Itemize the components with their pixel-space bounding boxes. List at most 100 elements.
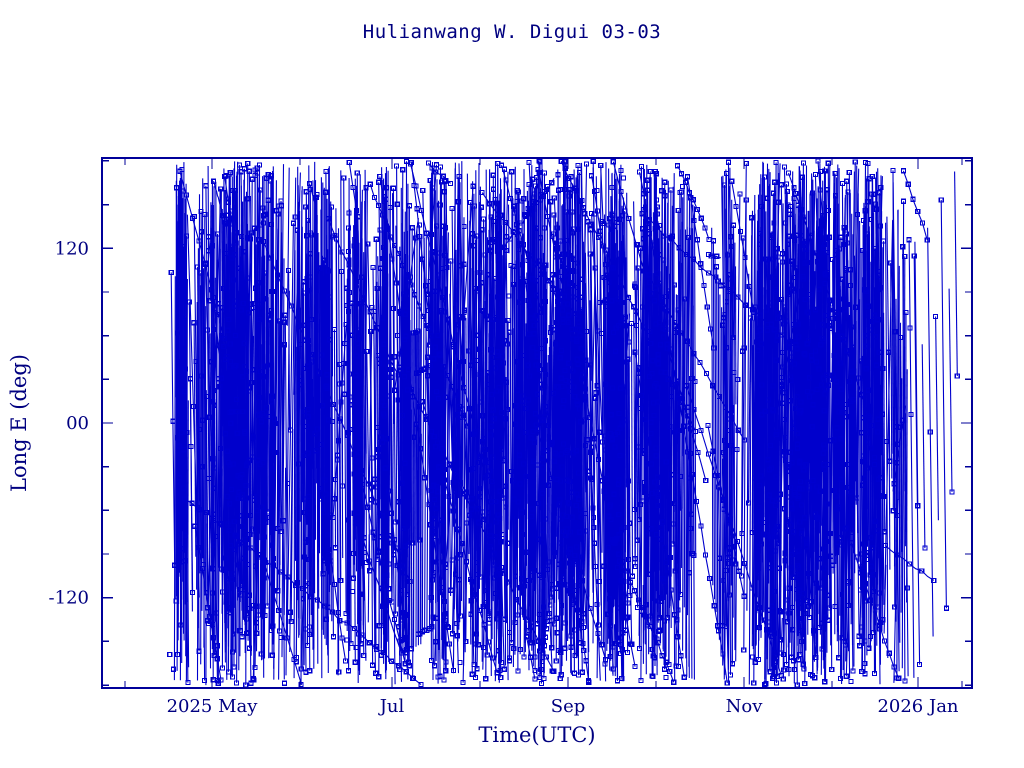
data-point-marker <box>779 350 786 356</box>
data-point-marker <box>529 276 535 282</box>
data-point-marker <box>469 671 475 677</box>
data-point-marker <box>452 488 458 494</box>
data-point-marker <box>856 375 862 381</box>
data-point-marker <box>267 255 273 261</box>
data-point-marker <box>580 624 587 631</box>
data-point-marker <box>473 641 479 647</box>
data-point-marker <box>210 566 216 572</box>
data-point-marker <box>778 650 784 656</box>
data-point-marker <box>568 579 575 585</box>
data-point-marker <box>272 449 278 455</box>
data-point-marker <box>798 207 804 213</box>
data-point-marker <box>560 512 566 518</box>
data-trace <box>611 296 614 593</box>
data-point-marker <box>765 619 771 625</box>
data-point-marker <box>583 357 589 363</box>
data-point-marker <box>346 257 352 263</box>
data-point-marker <box>817 556 823 562</box>
data-point-marker <box>334 452 341 458</box>
data-point-marker <box>424 416 430 422</box>
data-point-marker <box>209 287 215 293</box>
data-point-marker <box>644 529 650 535</box>
data-point-marker <box>540 268 547 274</box>
data-point-marker <box>495 211 501 217</box>
data-point-marker <box>729 178 735 184</box>
data-point-marker <box>787 211 793 217</box>
data-point-marker <box>526 160 532 166</box>
data-point-marker <box>386 561 392 567</box>
data-point-marker <box>376 674 382 680</box>
data-point-marker <box>856 633 862 639</box>
data-point-marker <box>171 666 177 672</box>
data-point-marker <box>587 251 593 257</box>
data-point-marker <box>741 647 747 653</box>
data-point-marker <box>540 566 546 572</box>
data-trace <box>829 170 835 614</box>
data-point-marker <box>535 536 542 542</box>
data-point-marker <box>458 552 464 558</box>
data-point-marker <box>668 587 674 593</box>
data-point-marker <box>786 291 792 298</box>
data-point-marker <box>510 478 516 484</box>
data-point-marker <box>508 640 515 646</box>
data-trace <box>677 261 680 633</box>
data-point-marker <box>924 237 930 243</box>
data-point-marker <box>379 212 386 218</box>
data-point-marker <box>492 275 498 282</box>
data-point-marker <box>438 179 444 185</box>
data-point-marker <box>487 201 493 207</box>
data-point-marker <box>555 384 562 390</box>
data-point-marker <box>496 384 502 390</box>
data-point-marker <box>582 510 588 516</box>
data-point-marker <box>390 552 397 558</box>
data-point-marker <box>778 296 785 302</box>
data-point-marker <box>846 169 852 175</box>
data-point-marker <box>558 602 565 609</box>
data-point-marker <box>618 567 625 574</box>
data-point-marker <box>624 649 631 656</box>
data-trace <box>559 189 562 616</box>
data-point-marker <box>635 597 642 603</box>
data-point-marker <box>381 341 387 347</box>
data-point-marker <box>418 446 424 452</box>
data-point-marker <box>600 243 606 249</box>
data-point-marker <box>205 234 212 240</box>
data-point-marker <box>675 207 681 214</box>
data-trace <box>507 204 510 254</box>
data-point-marker <box>714 253 720 259</box>
data-trace <box>177 236 180 641</box>
data-point-marker <box>543 262 549 268</box>
data-point-marker <box>441 189 447 195</box>
data-point-marker <box>227 610 233 616</box>
data-point-marker <box>580 640 586 647</box>
data-point-marker <box>543 626 550 632</box>
data-point-marker <box>223 555 229 561</box>
data-point-marker <box>578 514 584 520</box>
data-point-marker <box>625 600 631 606</box>
data-point-marker <box>538 414 544 420</box>
data-point-marker <box>587 605 593 612</box>
data-point-marker <box>650 358 656 364</box>
data-point-marker <box>265 197 271 203</box>
data-point-marker <box>209 359 215 365</box>
data-point-marker <box>498 674 504 681</box>
data-point-marker <box>866 645 872 651</box>
data-point-marker <box>441 467 447 473</box>
data-trace <box>327 218 399 376</box>
data-point-marker <box>847 282 853 289</box>
data-trace <box>787 172 870 417</box>
data-point-marker <box>266 312 272 318</box>
data-point-marker <box>786 666 792 673</box>
data-point-marker <box>723 623 729 630</box>
data-trace <box>899 322 902 558</box>
data-point-marker <box>558 347 565 354</box>
data-point-marker <box>520 242 527 248</box>
data-trace <box>840 237 843 685</box>
data-point-marker <box>571 627 578 633</box>
data-point-marker <box>487 468 493 474</box>
data-point-marker <box>307 668 313 674</box>
data-point-marker <box>790 627 796 633</box>
data-point-marker <box>849 324 855 330</box>
data-point-marker <box>519 398 526 404</box>
data-point-marker <box>715 484 722 490</box>
